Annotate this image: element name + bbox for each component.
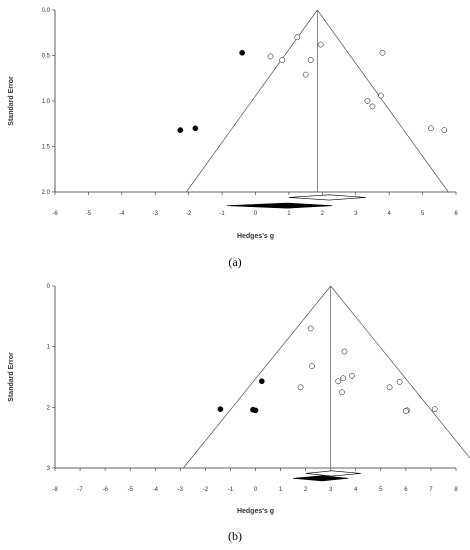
x-tick-label: -2 (186, 211, 192, 217)
x-tick-label: -8 (52, 487, 58, 493)
imputed-study-point (217, 406, 224, 413)
imputed-study-point (252, 407, 259, 414)
observed-study-point (369, 103, 376, 110)
y-tick-label: 0.0 (42, 8, 51, 14)
x-tick-label: -6 (102, 487, 108, 493)
x-axis-label: Hedges's g (237, 233, 274, 240)
observed-study-point (403, 408, 409, 414)
funnel-plot-a: -6 -5 -4 -3 -2 -1 0 1 2 3 4 5 6 0.0 0.5 1.0 1.5 2.0 Hedges… (8, 8, 458, 269)
observed-study-point (349, 372, 355, 379)
x-tick-label: 6 (404, 487, 408, 493)
imputed-study-point (258, 378, 265, 385)
imputed-study-point (192, 125, 199, 132)
funnel-plot-b: -8 -7 -6 -5 -4 -3 -2 -1 0 1 2 3 4 5 6 7 8 0 1 2 3 Hedges's g S… (8, 284, 470, 543)
x-tick-label: -1 (228, 487, 234, 493)
summary-diamond-observed (305, 470, 361, 477)
observed-study-point (339, 389, 345, 396)
observed-study-point (441, 127, 448, 133)
x-tick-label: 6 (454, 211, 458, 217)
observed-study-point (340, 375, 347, 382)
x-axis-label: Hedges's g (237, 508, 274, 515)
y-tick-label: 0 (47, 284, 51, 290)
y-tick-label: 0.5 (42, 54, 51, 60)
y-tick-label: 1.5 (42, 145, 51, 151)
x-tick-label: 5 (421, 211, 425, 217)
x-tick-label: -6 (52, 211, 58, 217)
funnel-right-line (317, 9, 449, 193)
x-tick-label: -3 (178, 487, 184, 493)
observed-study-point (317, 41, 324, 48)
x-tick-label: 0 (254, 487, 258, 493)
observed-study-point (386, 384, 393, 391)
observed-study-point (294, 34, 301, 41)
summary-diamond-observed (288, 194, 366, 201)
observed-study-point (302, 71, 309, 78)
observed-study-point (396, 379, 403, 385)
x-tick-label: -2 (203, 487, 209, 493)
funnel-left-line (183, 285, 331, 469)
panel-label: (a) (228, 255, 241, 269)
x-tick-label: 4 (354, 487, 358, 493)
y-tick-label: 1.0 (42, 99, 51, 105)
x-tick-label: 1 (279, 487, 283, 493)
imputed-study-point (239, 49, 245, 56)
x-tick-label: 3 (329, 487, 333, 493)
observed-study-point (428, 125, 434, 132)
x-tick-label: 7 (429, 487, 433, 493)
observed-study-point (279, 57, 286, 63)
panel-label: (b) (228, 529, 242, 543)
imputed-study-point (177, 127, 184, 133)
x-tick-label: -5 (86, 211, 92, 217)
observed-study-point (364, 98, 371, 104)
observed-study-point (341, 348, 348, 355)
x-tick-label: -4 (153, 487, 159, 493)
observed-study-point (377, 92, 384, 99)
observed-study-point (297, 384, 304, 391)
x-tick-label: 3 (354, 211, 358, 217)
observed-study-point (431, 406, 438, 413)
y-tick-label: 3 (47, 466, 51, 472)
observed-study-point (309, 363, 315, 369)
x-tick-label: -5 (128, 487, 134, 493)
observed-study-point (307, 57, 314, 63)
observed-study-point (307, 325, 314, 332)
y-tick-label: 2 (47, 405, 51, 411)
summary-diamond-adjusted (293, 475, 349, 482)
x-tick-label: 2 (321, 211, 325, 217)
x-tick-label: 4 (387, 211, 391, 217)
y-axis-label: Standard Error (8, 76, 15, 126)
y-tick-label: 2.0 (42, 190, 51, 196)
x-tick-label: 1 (287, 211, 291, 217)
observed-study-point (267, 53, 274, 60)
observed-study-point (379, 49, 386, 56)
summary-diamond-adjusted (227, 202, 333, 209)
y-tick-label: 1 (47, 345, 51, 351)
x-tick-label: -4 (119, 211, 125, 217)
y-axis-label: Standard Error (8, 352, 15, 402)
funnel-right-line (330, 285, 470, 459)
x-tick-label: 8 (454, 487, 458, 493)
x-tick-label: -3 (153, 211, 159, 217)
x-tick-label: 0 (254, 211, 258, 217)
x-tick-label: 2 (304, 487, 308, 493)
x-tick-label: 5 (379, 487, 383, 493)
funnel-left-line (186, 9, 318, 193)
x-tick-label: -7 (77, 487, 83, 493)
observed-study-point (335, 378, 342, 385)
x-tick-label: -1 (219, 211, 225, 217)
